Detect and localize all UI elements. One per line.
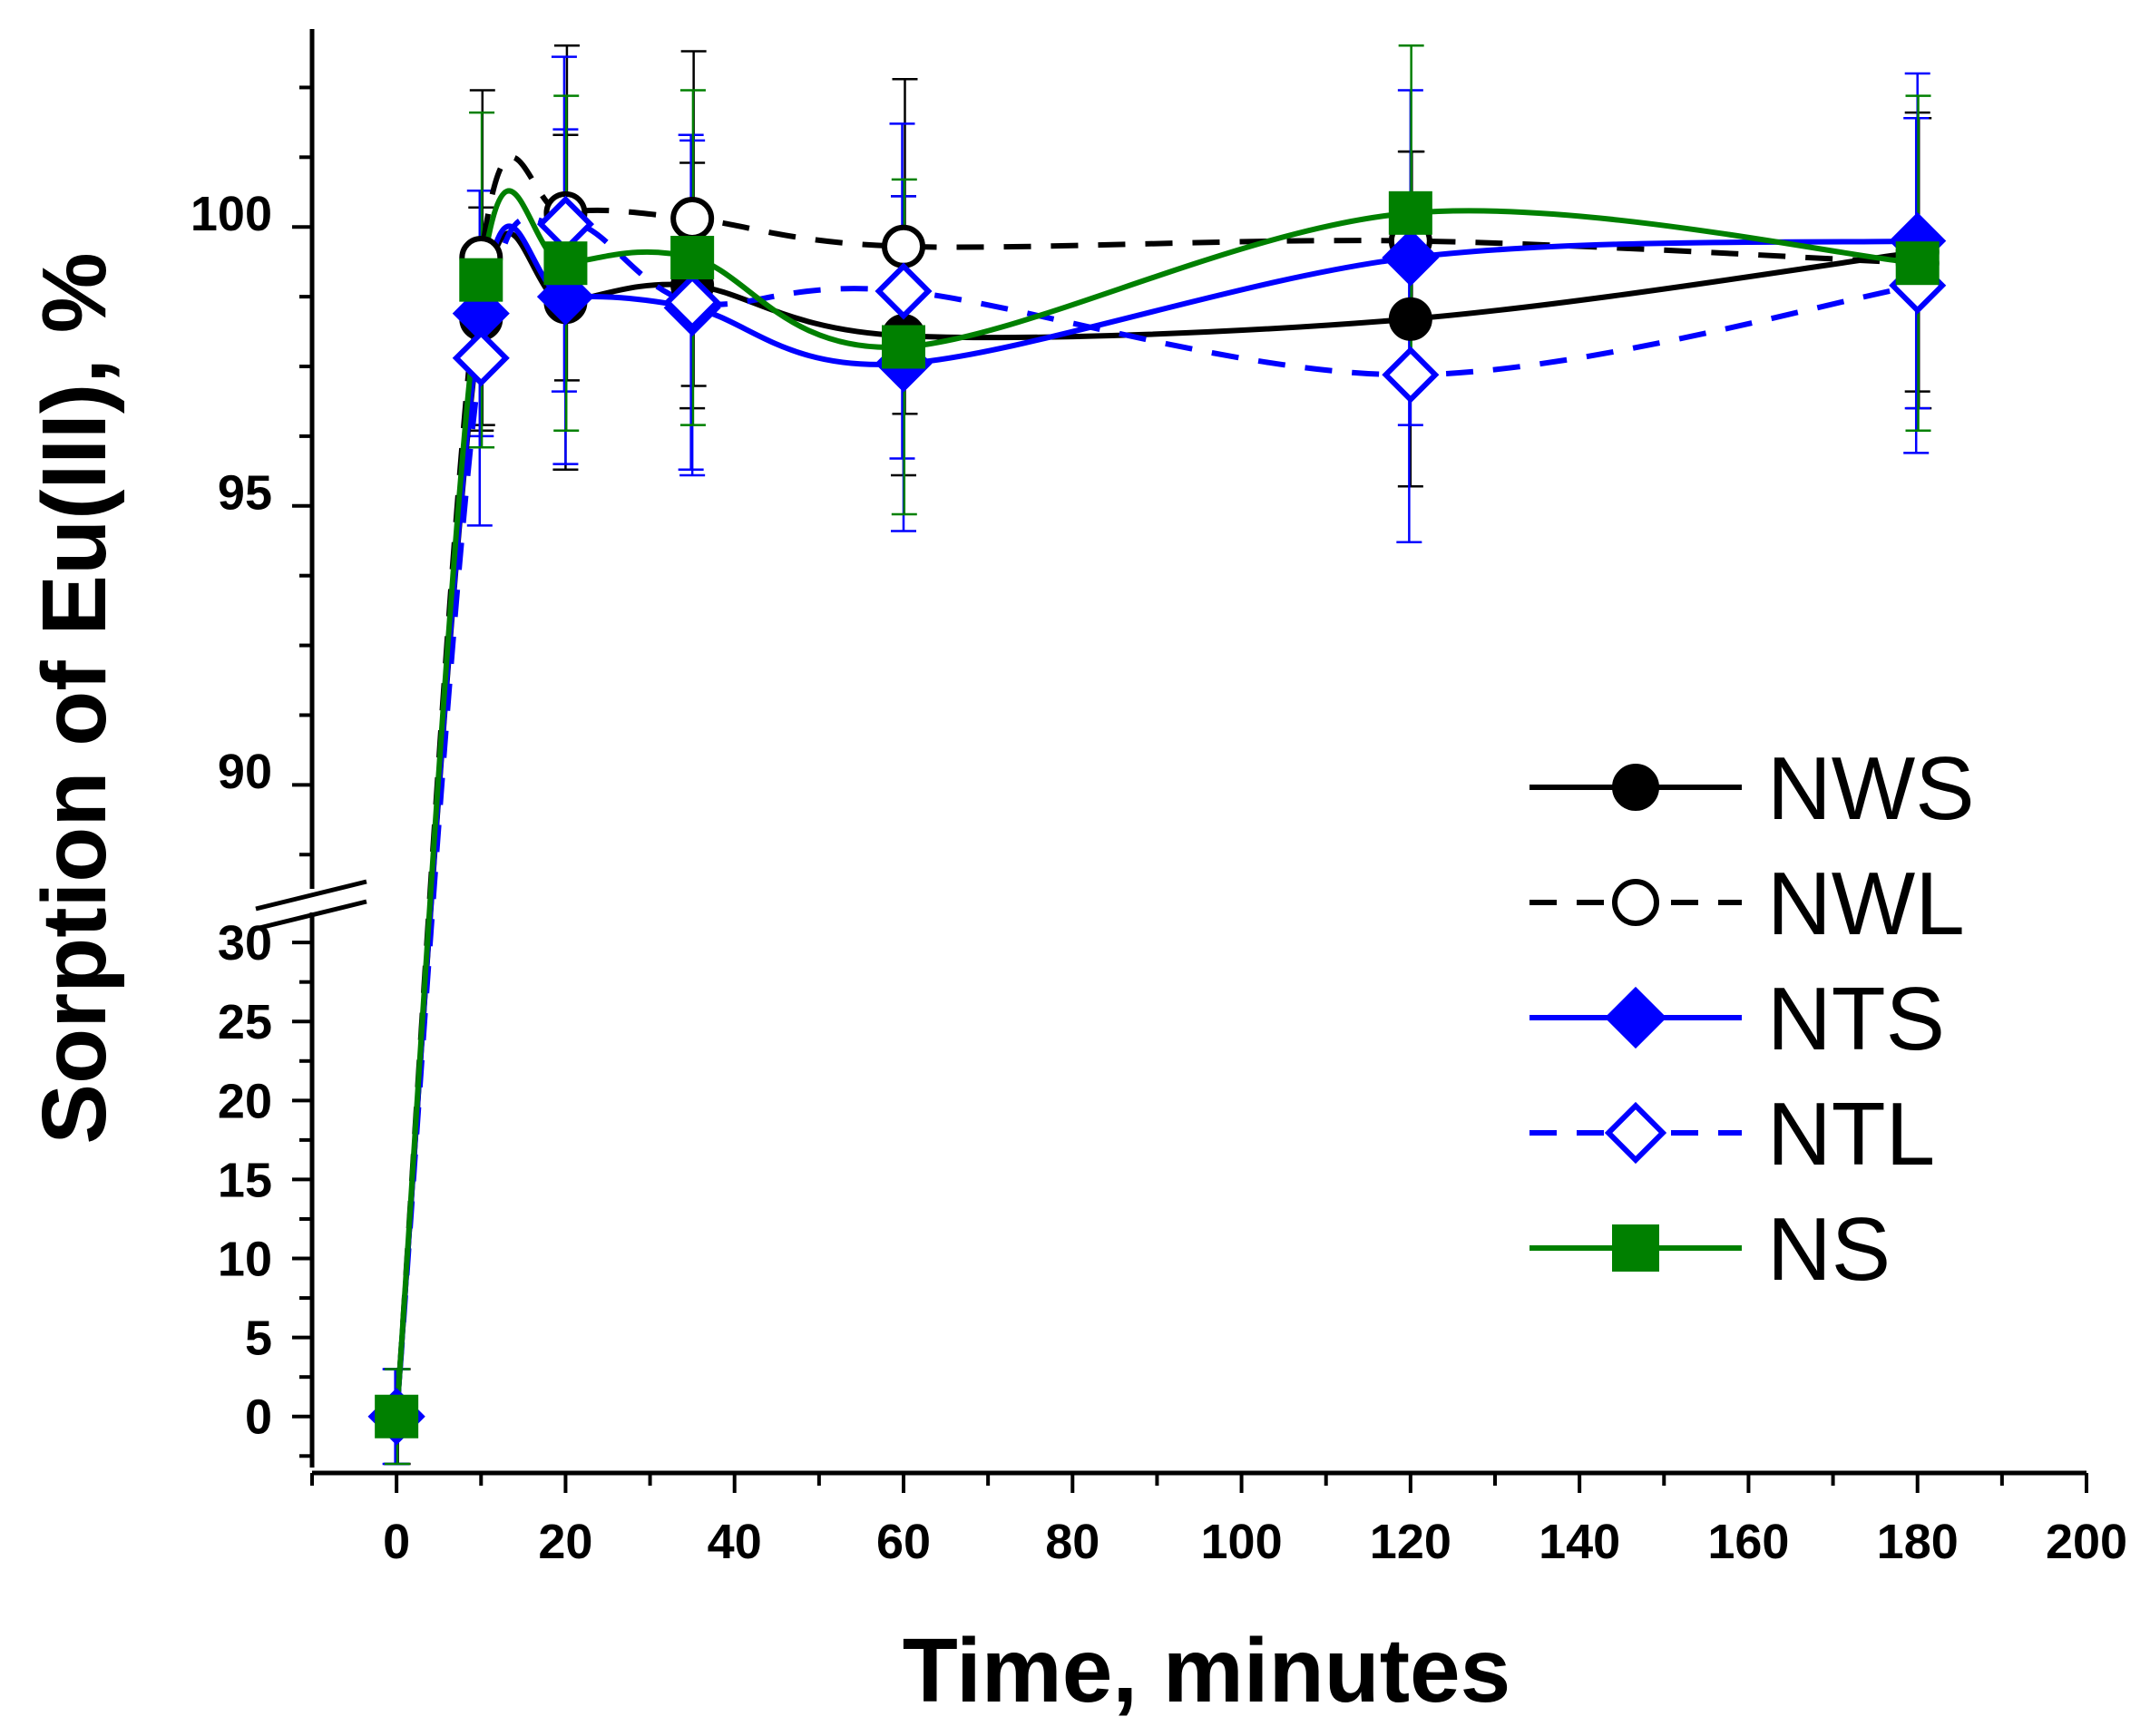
error-bars-ntl <box>382 55 1930 1466</box>
y-tick-label: 30 <box>218 916 272 970</box>
data-point-ns <box>375 1394 419 1439</box>
y-tick-label: 25 <box>218 995 272 1049</box>
x-tick-label: 60 <box>876 1515 931 1569</box>
legend-label: NTS <box>1767 969 1945 1068</box>
legend-item-ns: NS <box>1529 1199 1891 1299</box>
legend-label: NTL <box>1767 1084 1935 1184</box>
legend-marker <box>1612 1224 1659 1272</box>
error-bars-nwl <box>385 44 1932 1466</box>
data-point-nwl <box>670 196 715 240</box>
x-tick-label: 120 <box>1370 1515 1451 1569</box>
x-tick-label: 180 <box>1877 1515 1959 1569</box>
data-point-ns <box>459 258 503 302</box>
legend-item-nwl: NWL <box>1529 853 1965 953</box>
y-tick-label: 95 <box>218 465 272 520</box>
axes: 0 20 40 60 80 100 120 140 160 180 200 0 5 10 15 20 25 30 9… <box>191 29 2127 1569</box>
legend-marker <box>1604 1101 1667 1165</box>
legend: NWS NWL NTS NTL NS <box>1529 738 1975 1299</box>
x-tick-label: 160 <box>1707 1515 1789 1569</box>
x-tick-label: 200 <box>2046 1515 2127 1569</box>
data-point-nts <box>1382 229 1440 287</box>
y-tick-label: 90 <box>218 745 272 799</box>
legend-marker <box>1612 764 1659 811</box>
x-tick-label: 80 <box>1045 1515 1099 1569</box>
legend-item-ntl: NTL <box>1529 1084 1935 1184</box>
series-line-ntl <box>394 215 1919 1417</box>
y-tick-label: 10 <box>218 1233 272 1287</box>
data-point-ns <box>882 325 925 369</box>
data-point-nts <box>536 268 594 326</box>
series-line-nts <box>394 223 1918 1417</box>
y-tick-label: 5 <box>245 1312 272 1366</box>
markers-nts <box>367 212 1947 1446</box>
legend-marker <box>1604 986 1667 1049</box>
legend-item-nws: NWS <box>1529 738 1975 838</box>
data-point-nws <box>1388 297 1432 341</box>
x-tick-label: 100 <box>1201 1515 1283 1569</box>
series-line-nws <box>394 230 1919 1417</box>
data-point-ntl <box>452 329 510 387</box>
axis-break-mark <box>255 899 367 931</box>
x-tick-label: 20 <box>538 1515 592 1569</box>
data-point-ns <box>1388 190 1432 235</box>
y-tick-label: 100 <box>191 187 272 241</box>
series-line-ns <box>394 188 1919 1417</box>
legend-label: NWL <box>1767 853 1965 953</box>
markers-ntl <box>367 195 1947 1446</box>
error-bars-ns <box>384 44 1931 1466</box>
x-tick-label: 40 <box>708 1515 762 1569</box>
legend-marker <box>1612 879 1659 926</box>
data-point-ns <box>1895 241 1940 286</box>
y-axis-title: Sorption of Eu(III), % <box>24 252 125 1144</box>
axis-break-mark <box>255 879 367 912</box>
data-point-nwl <box>882 224 925 268</box>
y-tick-label: 0 <box>245 1390 272 1445</box>
markers-nws <box>375 229 1940 1439</box>
data-point-ntl <box>1382 346 1440 404</box>
x-axis-title: Time, minutes <box>903 1620 1511 1721</box>
x-tick-label: 0 <box>383 1515 410 1569</box>
x-tick-label: 140 <box>1539 1515 1620 1569</box>
y-tick-label: 20 <box>218 1074 272 1128</box>
legend-item-nts: NTS <box>1529 969 1945 1068</box>
markers-ns <box>375 190 1940 1439</box>
data-point-ntl <box>663 273 721 331</box>
y-tick-label: 15 <box>218 1153 272 1207</box>
data-point-ns <box>670 236 715 280</box>
data-point-ns <box>543 241 588 286</box>
legend-label: NWS <box>1767 738 1975 838</box>
legend-label: NS <box>1767 1199 1891 1299</box>
plot-area <box>367 44 1947 1466</box>
data-point-ntl <box>875 262 933 320</box>
